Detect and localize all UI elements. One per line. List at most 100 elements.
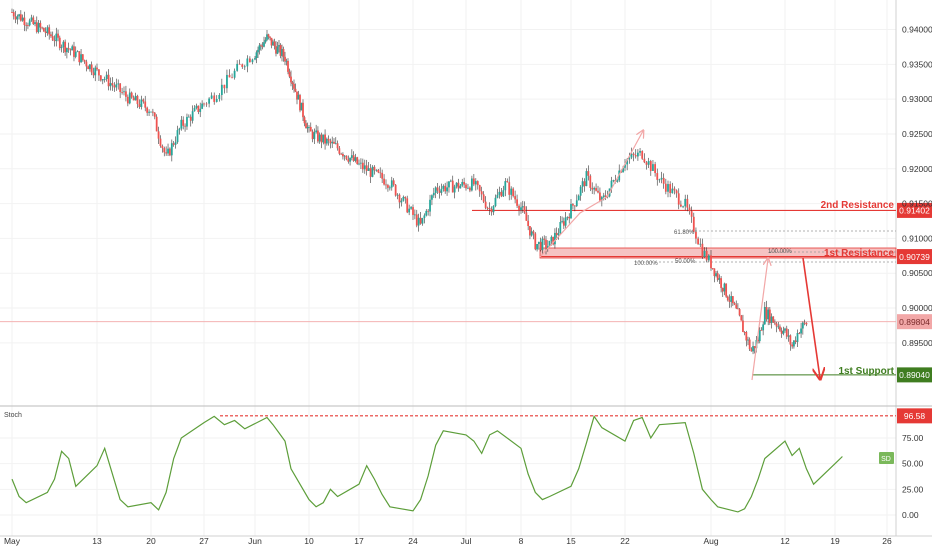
candle-body	[583, 181, 586, 187]
candle-body	[14, 16, 17, 20]
candle-body	[562, 221, 565, 226]
candle-body	[699, 243, 702, 245]
candle-body	[684, 198, 687, 207]
candle-body	[527, 220, 530, 227]
candle-body	[490, 208, 493, 213]
stoch-tick-label: 0.00	[902, 510, 919, 520]
candle-body	[723, 283, 726, 292]
candle-body	[536, 244, 538, 250]
candle-body	[331, 141, 334, 144]
candle-body	[777, 326, 780, 328]
candle-body	[226, 74, 228, 89]
candle-body	[782, 330, 785, 334]
candle-body	[546, 246, 549, 249]
candle-body	[436, 187, 439, 191]
candle-body	[241, 64, 244, 67]
x-tick-label: 24	[408, 536, 418, 546]
candle-body	[705, 250, 708, 261]
candle-body	[53, 40, 56, 42]
x-tick-label: 8	[519, 536, 524, 546]
x-tick-label: May	[4, 536, 21, 546]
candle-body	[421, 217, 424, 224]
candle-body	[498, 191, 501, 195]
candle-body	[281, 49, 283, 56]
candle-body	[658, 179, 661, 181]
candle-body	[300, 102, 303, 111]
candle-body	[476, 181, 479, 186]
candle-body	[715, 273, 717, 277]
candle-body	[150, 111, 152, 113]
candle-body	[151, 111, 154, 113]
candle-body	[442, 185, 445, 189]
candle-body	[336, 143, 339, 149]
candle-body	[193, 107, 196, 112]
price-tag-overbought-text: 96.58	[904, 411, 926, 421]
candle-body	[561, 221, 563, 222]
candle-body	[340, 153, 343, 155]
candle-body	[155, 116, 158, 132]
candle-body	[167, 148, 169, 154]
candle-body	[18, 14, 20, 17]
candle-body	[412, 207, 414, 215]
y-tick-label: 0.93000	[902, 94, 932, 104]
candle-body	[109, 83, 112, 87]
price-tag-2nd-resistance	[897, 202, 932, 218]
candle-body	[647, 161, 650, 165]
candle-body	[263, 42, 265, 47]
candle-body	[742, 320, 744, 333]
candle-body	[125, 91, 127, 97]
candle-body	[541, 238, 544, 251]
candle-body	[170, 143, 173, 156]
candle-body	[291, 82, 294, 85]
candle-body	[208, 98, 210, 104]
candle-body	[215, 98, 218, 102]
stoch-line	[11, 415, 843, 513]
candle-body	[81, 54, 84, 61]
candle-body	[589, 175, 592, 188]
candle-body	[474, 181, 477, 185]
candle-body	[656, 173, 659, 180]
candle-body	[649, 161, 652, 171]
candle-body	[775, 323, 778, 327]
candle-body	[365, 165, 368, 171]
candle-body	[673, 188, 676, 191]
candle-body	[186, 116, 188, 127]
candle-body	[680, 204, 682, 207]
candle-body	[231, 77, 233, 79]
candle-body	[311, 131, 314, 140]
candle-body	[431, 195, 433, 200]
candle-body	[688, 207, 691, 212]
candle-body	[523, 206, 526, 213]
candle-body	[315, 130, 318, 133]
candle-body	[682, 206, 684, 208]
y-axis: 0.94000 0.93500 0.93000 0.92500 0.92000 0.915…	[902, 25, 932, 348]
candle-body	[78, 51, 81, 63]
candle-body	[199, 108, 202, 112]
candle-body	[371, 166, 374, 177]
stoch-badge[interactable]: SD	[879, 452, 894, 464]
candle-body	[469, 187, 471, 191]
candle-body	[780, 330, 783, 334]
candle-body	[238, 63, 241, 65]
price-tag-1st-support-text: 0.89040	[899, 370, 930, 380]
candle-body	[550, 236, 553, 241]
candle-body	[413, 214, 416, 216]
candle-body	[575, 200, 578, 207]
y-tick-label: 0.91000	[902, 233, 932, 243]
candle-body	[530, 231, 533, 236]
candle-body	[255, 52, 258, 59]
price-tag-1st-resistance-text: 0.90739	[899, 252, 930, 262]
candle-body	[444, 185, 447, 192]
candle-body	[417, 217, 420, 226]
candle-body	[692, 216, 695, 232]
candle-body	[169, 148, 171, 156]
candle-body	[83, 60, 86, 62]
candle-body	[731, 296, 734, 303]
candle-body	[630, 153, 633, 158]
candle-body	[634, 155, 637, 157]
candle-body	[520, 207, 522, 211]
y-tick-label: 0.90500	[902, 268, 932, 278]
candle-body	[130, 92, 133, 98]
candle-body	[73, 46, 75, 57]
